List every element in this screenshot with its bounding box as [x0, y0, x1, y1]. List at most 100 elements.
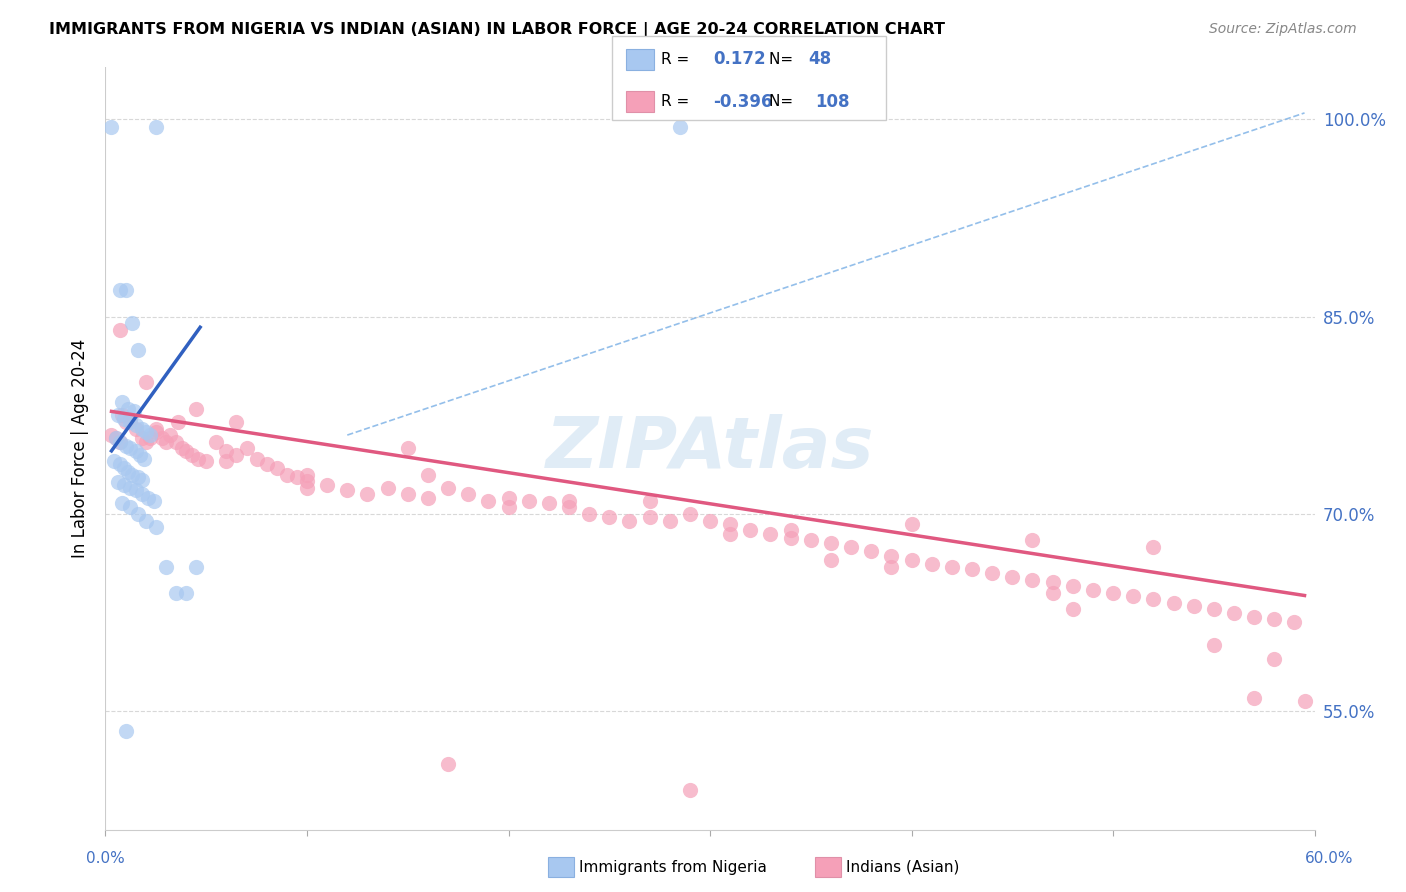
Point — [477, 493, 499, 508]
Point — [295, 481, 318, 495]
Point — [114, 284, 136, 298]
Point — [174, 586, 197, 600]
Point — [619, 514, 641, 528]
Point — [1243, 609, 1265, 624]
Point — [679, 507, 702, 521]
Point — [598, 509, 620, 524]
Point — [1182, 599, 1205, 613]
Point — [114, 723, 136, 738]
Point — [1102, 586, 1125, 600]
Point — [960, 562, 983, 576]
Point — [108, 434, 131, 449]
Point — [186, 559, 208, 574]
Point — [718, 526, 741, 541]
Text: 60.0%: 60.0% — [1305, 851, 1353, 865]
Point — [779, 531, 801, 545]
Point — [136, 491, 159, 506]
Point — [165, 586, 187, 600]
Point — [112, 478, 135, 492]
Point — [110, 496, 132, 510]
Point — [174, 443, 197, 458]
Point — [779, 523, 801, 537]
Point — [699, 514, 721, 528]
Point — [1243, 691, 1265, 706]
Point — [316, 478, 339, 492]
Point — [517, 493, 540, 508]
Point — [181, 448, 204, 462]
Point — [145, 425, 167, 440]
Point — [1062, 579, 1084, 593]
Point — [107, 409, 129, 423]
Point — [104, 431, 127, 445]
Point — [759, 526, 782, 541]
Point — [118, 412, 141, 426]
Point — [118, 481, 141, 495]
Point — [1081, 583, 1104, 598]
Point — [880, 549, 903, 563]
Point — [860, 543, 883, 558]
Point — [170, 442, 193, 455]
Point — [100, 428, 122, 442]
Point — [107, 475, 129, 490]
Point — [820, 553, 842, 567]
Point — [800, 533, 823, 548]
Point — [900, 553, 922, 567]
Point — [295, 467, 318, 482]
Point — [131, 487, 153, 501]
Point — [1142, 592, 1164, 607]
Point — [118, 415, 141, 429]
Point — [150, 431, 173, 445]
Text: -0.396: -0.396 — [713, 93, 772, 111]
Point — [1163, 596, 1185, 610]
Point — [416, 491, 439, 506]
Point — [740, 523, 762, 537]
Point — [578, 507, 600, 521]
Point — [108, 434, 131, 449]
Point — [118, 442, 141, 455]
Point — [498, 500, 520, 515]
Point — [145, 421, 167, 435]
Point — [1263, 651, 1285, 665]
Point — [1042, 586, 1064, 600]
Point — [457, 487, 479, 501]
Point — [1202, 639, 1225, 653]
Point — [131, 421, 153, 435]
Point — [669, 120, 692, 135]
Point — [135, 425, 157, 440]
Text: ZIPAtlas: ZIPAtlas — [546, 414, 875, 483]
Point — [215, 443, 238, 458]
Point — [718, 517, 741, 532]
Point — [658, 514, 681, 528]
Point — [131, 473, 153, 487]
Point — [110, 409, 132, 423]
Text: R =: R = — [661, 95, 695, 110]
Point — [104, 431, 127, 445]
Point — [839, 540, 862, 554]
Point — [117, 401, 139, 416]
Text: Immigrants from Nigeria: Immigrants from Nigeria — [579, 860, 768, 874]
Point — [820, 536, 842, 550]
Point — [276, 467, 298, 482]
Text: Indians (Asian): Indians (Asian) — [846, 860, 960, 874]
Point — [110, 395, 132, 409]
Point — [135, 514, 157, 528]
Point — [121, 316, 143, 330]
Point — [121, 467, 143, 482]
Point — [135, 376, 157, 390]
Point — [679, 783, 702, 797]
Point — [1122, 589, 1144, 603]
Point — [295, 474, 318, 488]
Point — [131, 431, 153, 445]
Text: N=: N= — [769, 95, 799, 110]
Point — [100, 120, 122, 135]
Point — [235, 442, 257, 455]
Point — [498, 491, 520, 506]
Point — [900, 517, 922, 532]
Text: 0.172: 0.172 — [713, 51, 765, 69]
Point — [537, 496, 560, 510]
Point — [124, 421, 148, 435]
Point — [124, 443, 148, 458]
Point — [127, 470, 149, 484]
Point — [215, 454, 238, 468]
Point — [285, 470, 308, 484]
